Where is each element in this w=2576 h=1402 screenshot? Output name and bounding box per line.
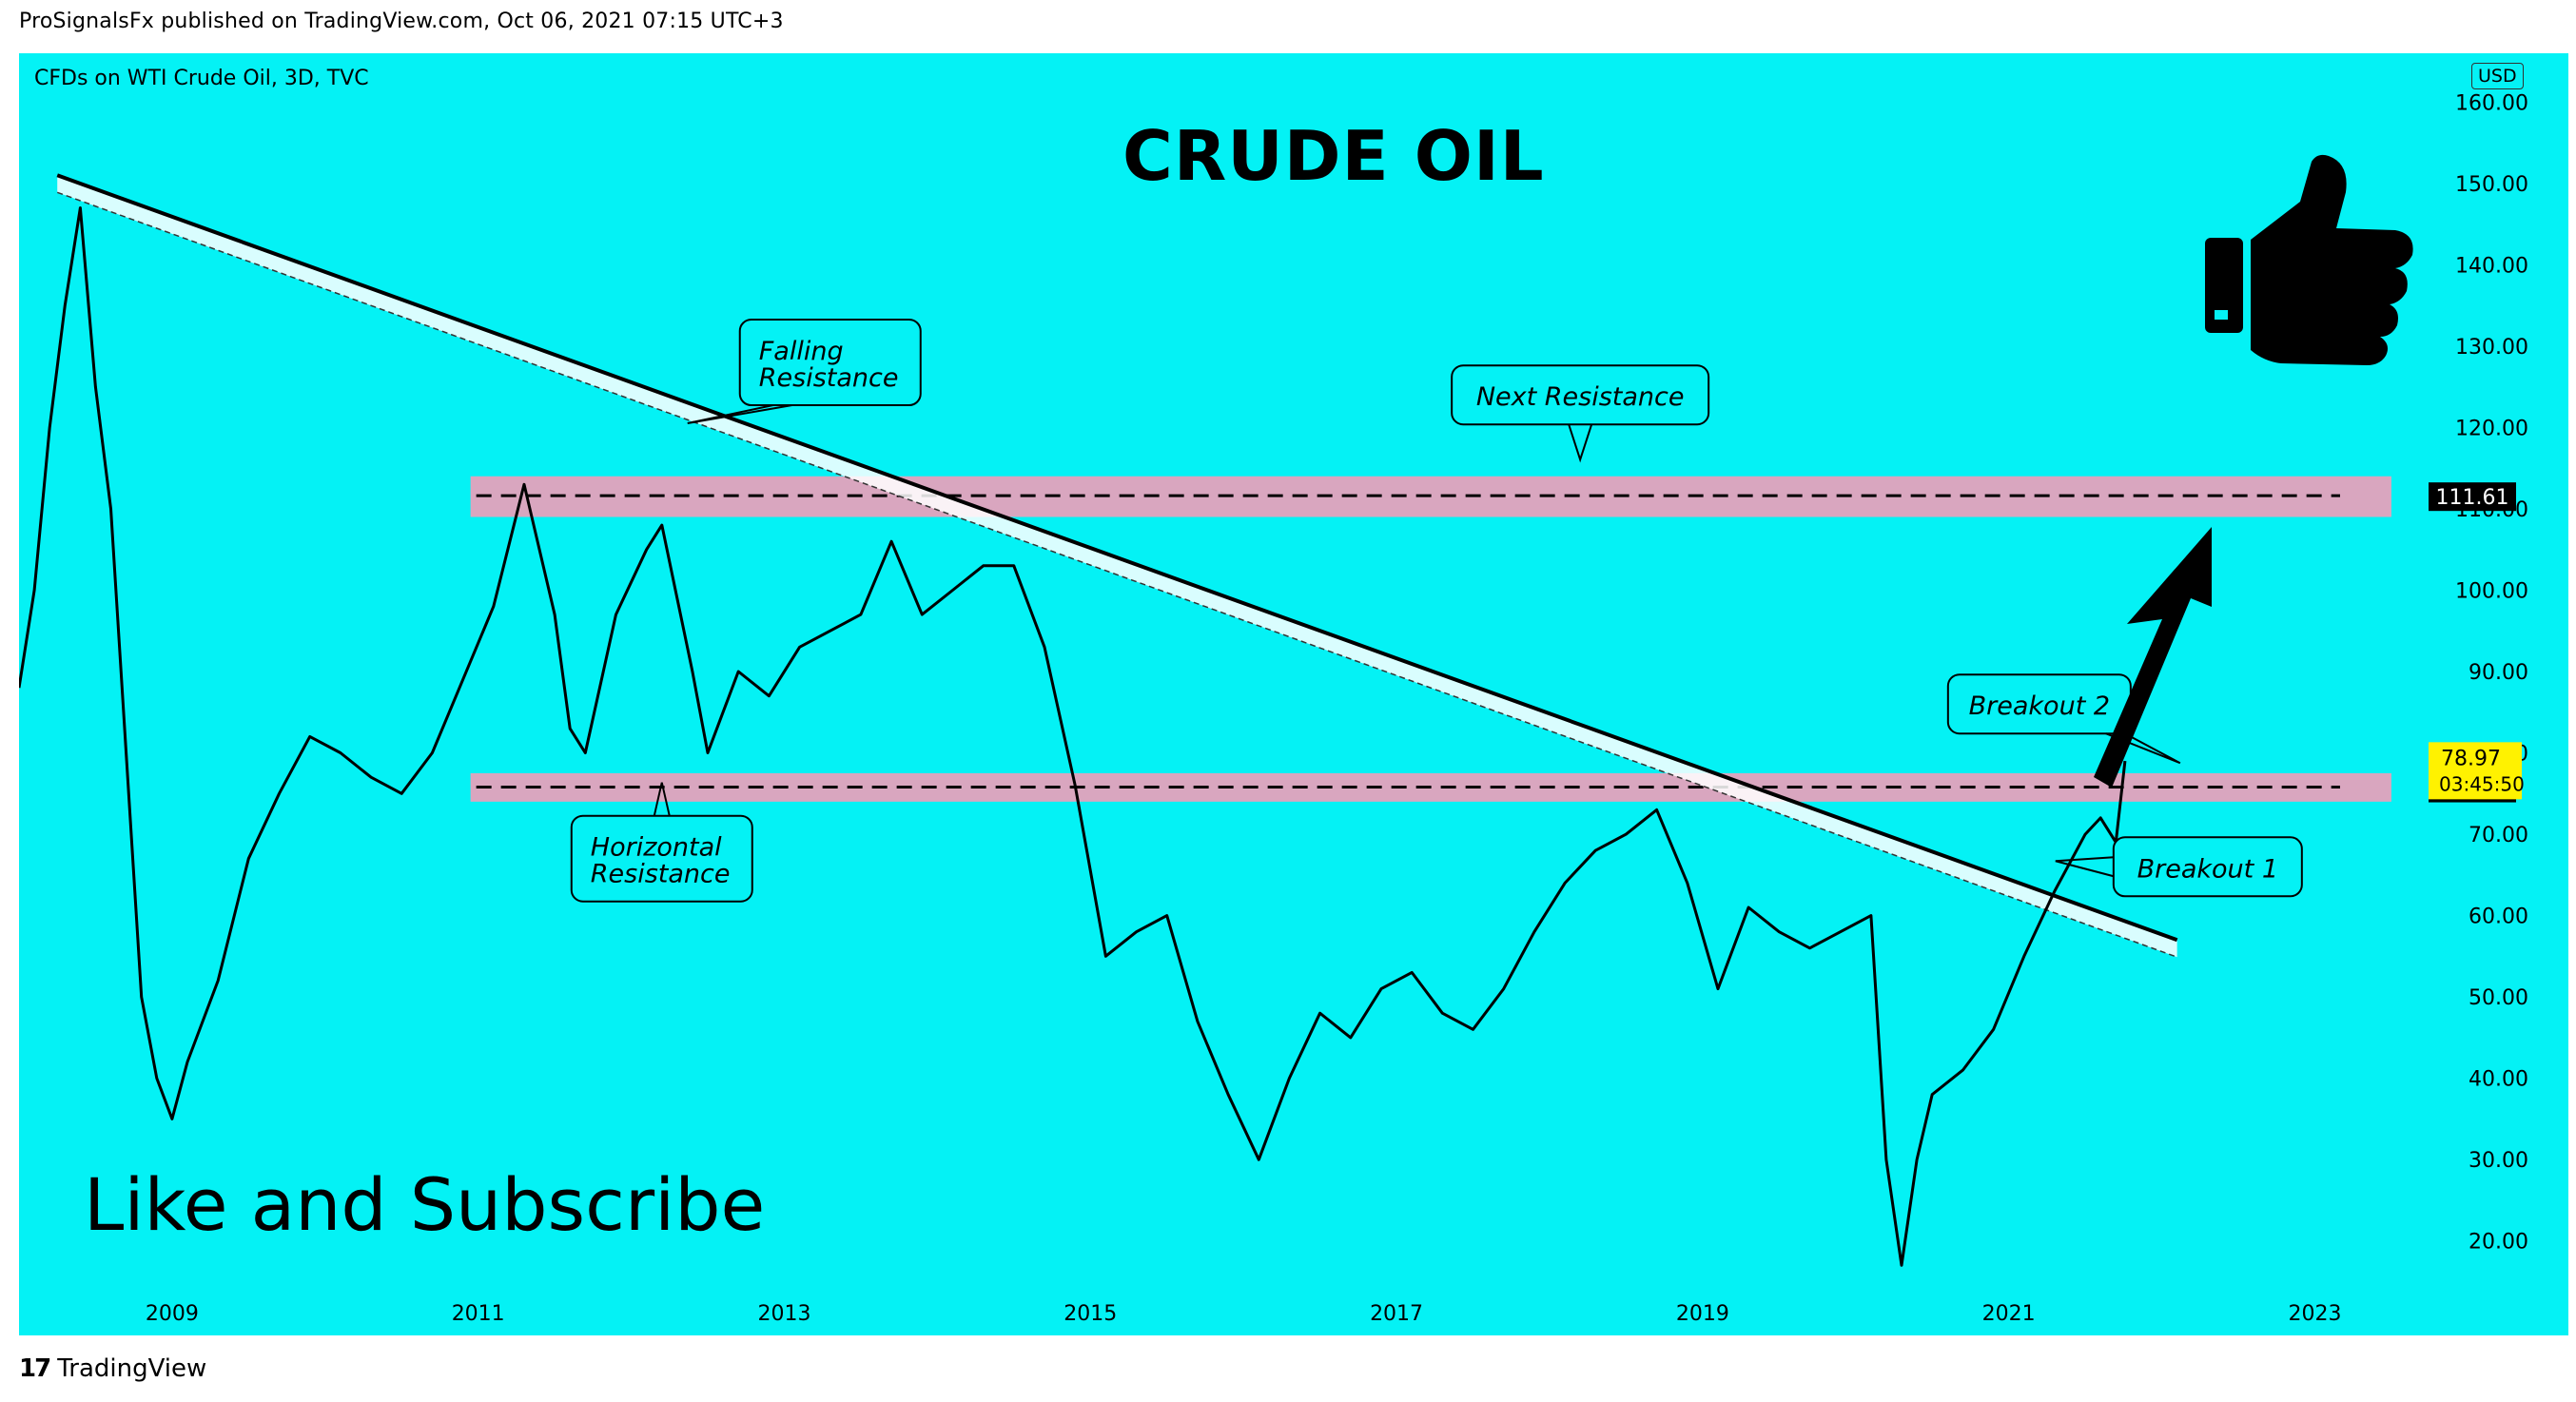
trendline-upper bbox=[56, 173, 2178, 943]
callout-box bbox=[738, 319, 922, 406]
y-tick-label: 90.00 bbox=[2469, 661, 2528, 685]
callout-text: Next Resistance bbox=[1476, 382, 1685, 412]
callout-text: Resistance bbox=[759, 363, 899, 393]
annotation-breakout-1: Breakout 1 bbox=[2055, 836, 2303, 898]
callout-text: Breakout 2 bbox=[1969, 691, 2110, 721]
callout-text: Breakout 1 bbox=[2137, 854, 2278, 884]
callout-pointer bbox=[653, 782, 671, 816]
y-tick-label: 160.00 bbox=[2455, 91, 2528, 115]
callout-pointer bbox=[2055, 856, 2115, 878]
y-tick-label: 40.00 bbox=[2469, 1068, 2528, 1092]
countdown-label: 03:45:50 bbox=[2439, 772, 2525, 795]
price-chart[interactable]: 20.0030.0040.0050.0060.0070.0080.0090.00… bbox=[19, 53, 2568, 1335]
y-tick-label: 50.00 bbox=[2469, 986, 2528, 1010]
callout-box bbox=[1451, 364, 1710, 426]
annotation-next-resistance: Next Resistance bbox=[1451, 364, 1710, 463]
callout-text: Resistance bbox=[591, 860, 731, 889]
chart-title: CRUDE OIL bbox=[1122, 116, 1545, 196]
current-price-box bbox=[2429, 742, 2522, 800]
publish-info: ProSignalsFx published on TradingView.co… bbox=[19, 10, 784, 33]
x-tick-label: 2021 bbox=[1982, 1302, 2036, 1326]
y-tick-label: 30.00 bbox=[2469, 1149, 2528, 1173]
x-tick-label: 2023 bbox=[2288, 1302, 2341, 1326]
y-tick-label: 70.00 bbox=[2469, 824, 2528, 847]
brand-name: TradingView bbox=[57, 1354, 207, 1383]
y-tick-label: 60.00 bbox=[2469, 905, 2528, 929]
y-tick-label: 140.00 bbox=[2455, 254, 2528, 278]
level-price-tag-1: 111.61 bbox=[2429, 482, 2516, 512]
callout-box bbox=[2112, 836, 2303, 898]
tradingview-logo-icon: 17 bbox=[19, 1354, 51, 1383]
currency-button[interactable]: USD bbox=[2471, 63, 2524, 89]
y-tick-label: 130.00 bbox=[2455, 336, 2528, 360]
callout-box bbox=[570, 814, 753, 903]
footer-brand[interactable]: 17 TradingView bbox=[19, 1354, 206, 1383]
x-tick-label: 2015 bbox=[1064, 1302, 1117, 1326]
arrow-up-right-icon bbox=[2094, 527, 2212, 788]
x-tick-label: 2013 bbox=[757, 1302, 810, 1326]
callout-text: Falling bbox=[759, 337, 844, 366]
symbol-label: CFDs on WTI Crude Oil, 3D, TVC bbox=[34, 67, 369, 90]
thumbs-up-icon bbox=[2205, 154, 2413, 365]
callout-text: Horizontal bbox=[591, 833, 722, 863]
call-to-action: Like and Subscribe bbox=[84, 1162, 766, 1247]
level-tag-box bbox=[2429, 482, 2516, 512]
callout-pointer bbox=[687, 404, 792, 424]
x-tick-label: 2009 bbox=[146, 1302, 199, 1326]
y-tick-label: 150.00 bbox=[2455, 173, 2528, 197]
y-tick-label: 120.00 bbox=[2455, 417, 2528, 440]
callout-pointer bbox=[1568, 423, 1593, 463]
x-tick-label: 2017 bbox=[1370, 1302, 1423, 1326]
x-tick-label: 2011 bbox=[452, 1302, 505, 1326]
y-tick-label: 20.00 bbox=[2469, 1231, 2528, 1255]
trendline-band bbox=[57, 175, 2177, 958]
x-tick-label: 2019 bbox=[1676, 1302, 1729, 1326]
price-line bbox=[19, 206, 2127, 1267]
level-tag-label: 111.61 bbox=[2436, 486, 2509, 510]
trendline-lower bbox=[56, 191, 2177, 958]
y-tick-label: 100.00 bbox=[2455, 579, 2528, 603]
callout-pointer bbox=[2105, 732, 2181, 765]
current-price-label: 78.97 bbox=[2441, 747, 2501, 770]
